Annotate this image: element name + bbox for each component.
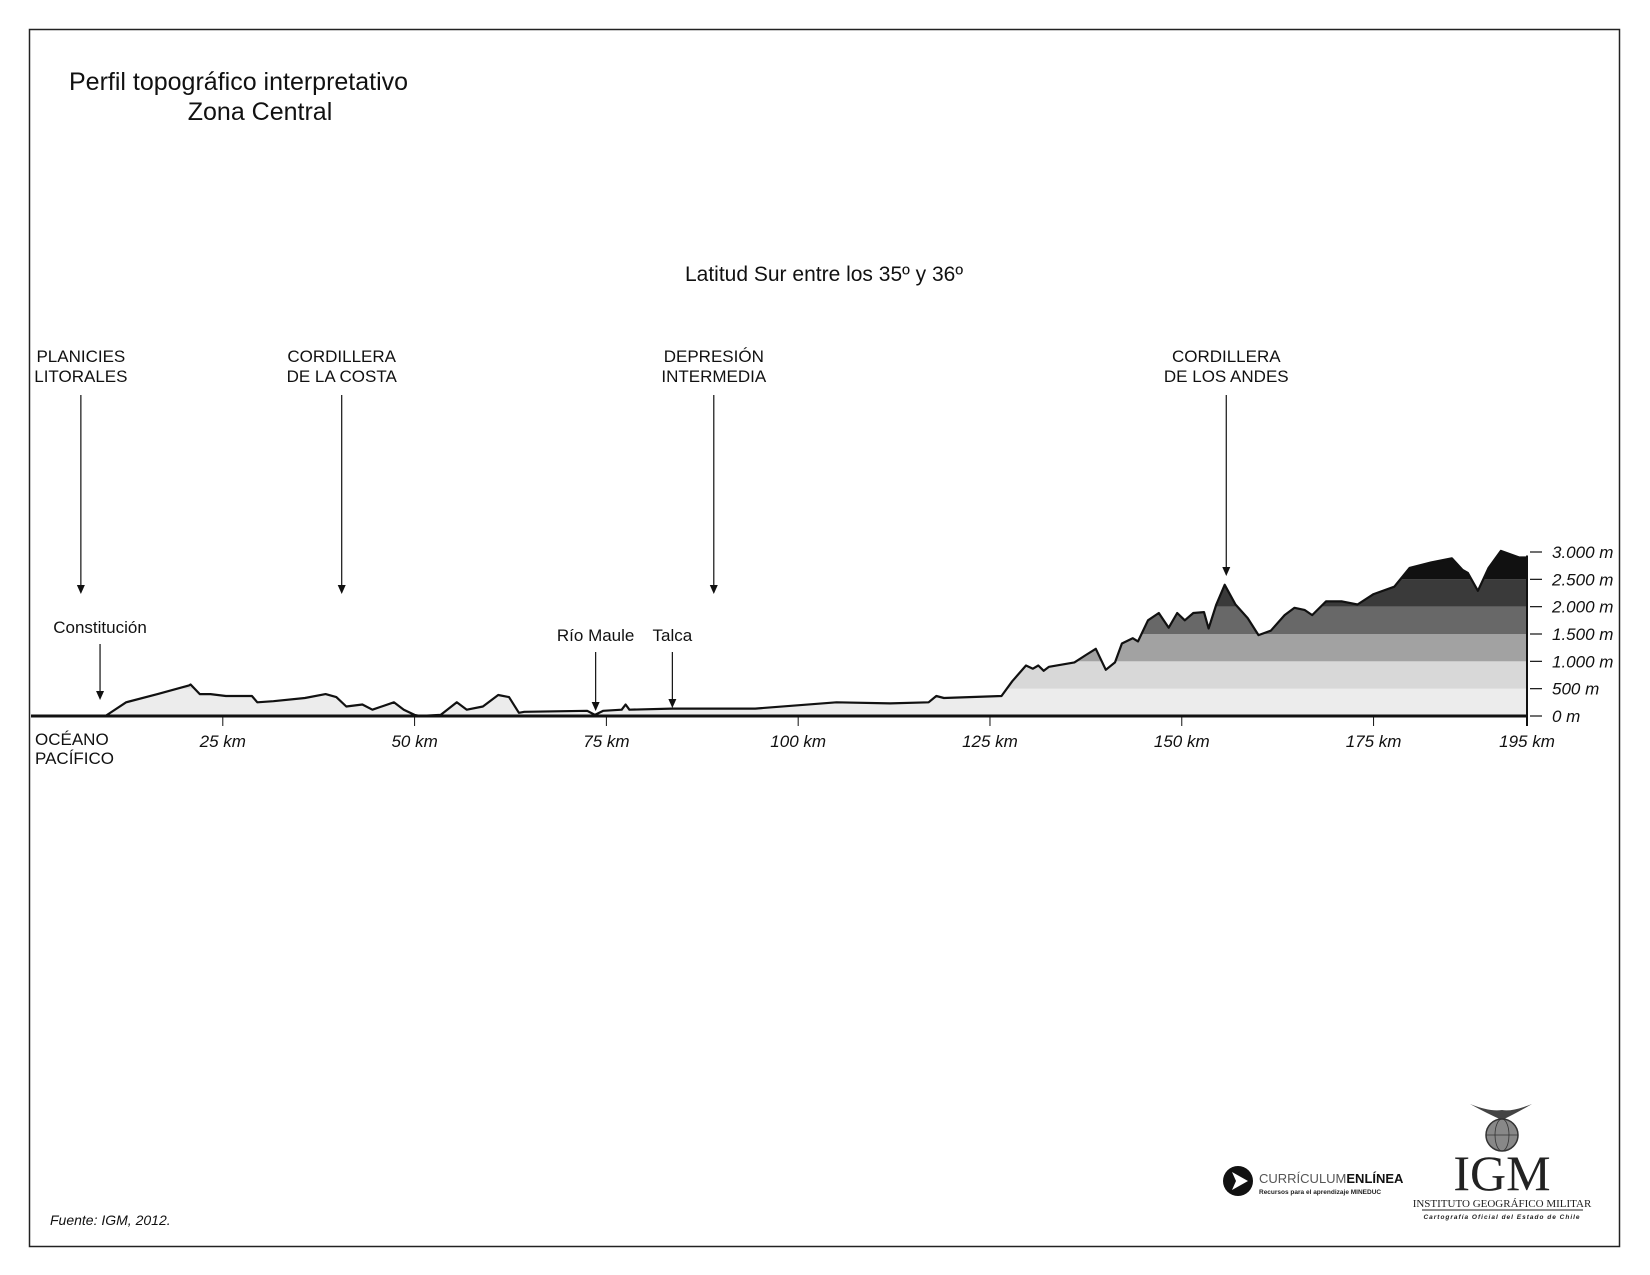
y-tick-label: 1.500 m: [1552, 625, 1613, 644]
elevation-band: [105, 606, 1527, 634]
y-tick-label: 2.000 m: [1551, 598, 1613, 617]
igm-logo: IGM INSTITUTO GEOGRÁFICO MILITAR Cartogr…: [1413, 1104, 1592, 1221]
axes: 25 km 50 km 75 km 100 km 125 km 150 km 175 km 1…: [31, 543, 1613, 751]
place-arrow-head: [668, 699, 677, 708]
place-label: Talca: [653, 626, 693, 645]
source-note: Fuente: IGM, 2012.: [50, 1212, 171, 1228]
elevation-bands: [105, 550, 1527, 716]
region-label: LITORALES: [34, 367, 127, 386]
svg-text:IGM: IGM: [1453, 1145, 1550, 1201]
region-label: DE LA COSTA: [287, 367, 398, 386]
region-label: INTERMEDIA: [661, 367, 767, 386]
eagle-icon: [1470, 1104, 1532, 1120]
y-tick-label: 1.000 m: [1552, 652, 1613, 671]
x-tick-label: 75 km: [583, 732, 629, 751]
place-arrow-head: [96, 691, 105, 700]
x-tick-label: 100 km: [770, 732, 826, 751]
elevation-band: [105, 688, 1527, 716]
region-label: DE LOS ANDES: [1164, 367, 1289, 386]
y-tick-label: 2.500 m: [1551, 570, 1613, 589]
curriculum-en-linea-logo: CURRÍCULUMENLÍNEA Recursos para el apren…: [1223, 1166, 1404, 1196]
svg-text:Cartografía Oficial del Estado: Cartografía Oficial del Estado de Chile: [1423, 1214, 1580, 1221]
region-arrow-head: [709, 585, 718, 594]
y-tick-label: 0 m: [1552, 707, 1580, 726]
profile-line: [104, 549, 1527, 718]
ocean-label-line2: PACÍFICO: [35, 749, 114, 768]
elevation-band: [105, 550, 1527, 580]
place-arrow-head: [591, 702, 600, 711]
elevation-band: [105, 634, 1527, 662]
ocean-label-line1: OCÉANO: [35, 730, 109, 749]
x-tick-label: 150 km: [1154, 732, 1210, 751]
region-label: CORDILLERA: [1172, 347, 1281, 366]
chart-title-line2: Zona Central: [188, 98, 333, 126]
region-arrow-head: [1222, 567, 1231, 576]
chart-title: Perfil topográfico interpretativo: [69, 68, 408, 96]
svg-text:INSTITUTO GEOGRÁFICO MILITAR: INSTITUTO GEOGRÁFICO MILITAR: [1413, 1198, 1592, 1210]
chart-subtitle: Latitud Sur entre los 35º y 36º: [685, 263, 963, 286]
region-label: PLANICIES: [36, 347, 125, 366]
place-label: Constitución: [53, 618, 147, 637]
region-label: DEPRESIÓN: [664, 347, 764, 366]
svg-text:CURRÍCULUMENLÍNEA: CURRÍCULUMENLÍNEA: [1259, 1171, 1404, 1186]
region-label: CORDILLERA: [287, 347, 396, 366]
x-tick-label: 175 km: [1346, 732, 1402, 751]
y-tick-label: 3.000 m: [1552, 543, 1613, 562]
elevation-band: [105, 579, 1527, 607]
frame-border: [28, 28, 1621, 1248]
x-tick-label: 50 km: [391, 732, 437, 751]
region-arrow-head: [337, 585, 346, 594]
elevation-band: [105, 661, 1527, 689]
region-arrow-head: [76, 585, 85, 594]
x-tick-label: 195 km: [1499, 732, 1555, 751]
place-label: Río Maule: [557, 626, 634, 645]
svg-text:Recursos para el aprendizaje M: Recursos para el aprendizaje MINEDUC: [1259, 1189, 1381, 1196]
x-tick-label: 25 km: [199, 732, 246, 751]
y-tick-label: 500 m: [1552, 680, 1599, 699]
x-tick-label: 125 km: [962, 732, 1018, 751]
